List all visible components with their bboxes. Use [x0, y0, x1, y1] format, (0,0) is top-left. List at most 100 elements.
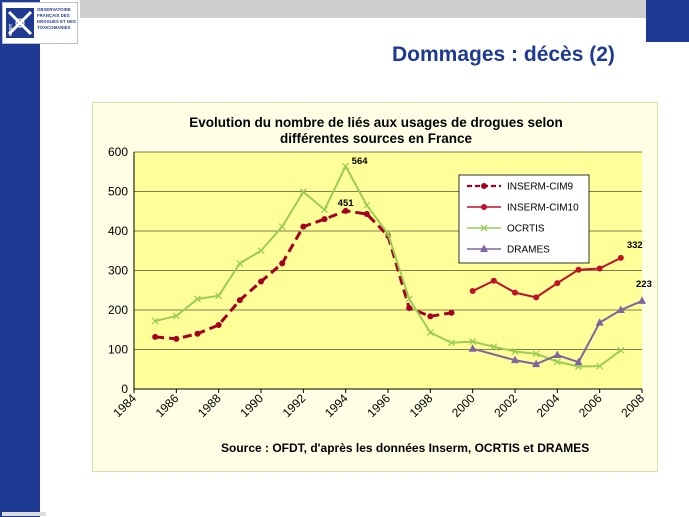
point-drames-2004	[553, 350, 562, 359]
series-inserm-cim10	[469, 254, 624, 301]
point-drames-2002	[511, 355, 519, 364]
legend-marker-drames	[480, 244, 488, 252]
y-tick-label-400: 400	[108, 224, 128, 238]
point-ocrtis-1993-b	[321, 206, 328, 214]
ofdt-logo-mark: OFDT	[6, 8, 34, 38]
series-inserm-cim9	[152, 207, 455, 342]
y-tick-label-500: 500	[108, 185, 128, 199]
legend-label-drames: DRAMES	[507, 245, 550, 256]
y-tick-label-200: 200	[108, 303, 128, 317]
point-ocrtis-2001	[490, 343, 498, 351]
point-ocrtis-1994-b	[342, 162, 350, 170]
point-ocrtis-1998	[426, 329, 434, 336]
x-tick-label-2008: 2008	[618, 391, 647, 420]
y-tick-label-100: 100	[108, 343, 128, 357]
point-inserm-cim9-1986	[173, 335, 180, 342]
point-inserm-cim9-1999	[448, 309, 455, 316]
point-ocrtis-2004	[553, 358, 561, 366]
point-ocrtis-1994	[342, 162, 350, 170]
point-ocrtis-1997	[405, 295, 413, 303]
point-inserm-cim9-1997	[406, 305, 413, 312]
point-inserm-cim9-1993	[321, 216, 328, 223]
ofdt-logo-icon: OFDT	[6, 8, 34, 38]
point-drames-2008	[638, 296, 646, 304]
data-label-332: 332	[627, 240, 643, 251]
point-ocrtis-2003	[532, 350, 540, 358]
legend-marker-ocrtis	[480, 224, 488, 232]
point-inserm-cim9-1985	[152, 333, 159, 340]
point-inserm-cim10-2000	[469, 288, 476, 295]
ofdt-logo-initials: OFDT	[8, 24, 13, 36]
chart-frame: Evolution du nombre de liés aux usages d…	[92, 102, 658, 472]
x-tick-label-1990: 1990	[237, 391, 266, 420]
footer-mark	[2, 512, 46, 516]
x-tick-label-1988: 1988	[195, 391, 224, 420]
point-ocrtis-2001-b	[490, 343, 498, 351]
point-ocrtis-2004-b	[553, 358, 561, 366]
point-ocrtis-2003-b	[532, 350, 540, 358]
legend-entry-drames: DRAMES	[467, 244, 550, 256]
x-tick-label-2006: 2006	[576, 391, 605, 420]
point-ocrtis-1986-b	[172, 312, 180, 320]
x-tick-label-2000: 2000	[449, 391, 478, 420]
slide-title: Dommages : décès (2)	[392, 43, 615, 66]
x-tick-label-2004: 2004	[534, 391, 563, 420]
left-brand-band	[0, 0, 40, 517]
x-tick-label-1992: 1992	[280, 391, 309, 420]
line-chart: Evolution du nombre de liés aux usages d…	[108, 115, 652, 455]
ofdt-logo: OFDT OBSERVATOIRE FRANÇAIS DES DROGUES E…	[2, 2, 78, 44]
point-ocrtis-1990-b	[257, 247, 265, 255]
point-ocrtis-2007	[617, 346, 625, 354]
point-ocrtis-1988	[215, 292, 223, 300]
point-ocrtis-1987	[194, 295, 201, 303]
point-drames-2005	[574, 357, 583, 366]
point-inserm-cim9-1995	[363, 211, 370, 218]
point-ocrtis-1999	[448, 339, 455, 347]
point-ocrtis-2006-b	[596, 362, 604, 370]
data-label-451: 451	[338, 198, 355, 209]
point-inserm-cim10-2007	[617, 254, 624, 261]
top-grey-band	[80, 0, 660, 18]
point-ocrtis-2006	[596, 362, 604, 370]
point-inserm-cim9-1998	[427, 313, 434, 320]
point-inserm-cim10-2005	[575, 266, 582, 273]
data-label-564: 564	[352, 156, 369, 167]
legend-label-inserm-cim9: INSERM-CIM9	[507, 182, 574, 193]
point-inserm-cim9-1994	[342, 207, 349, 214]
top-right-brand-block	[646, 0, 689, 42]
chart-title-line-1: Evolution du nombre de liés aux usages d…	[189, 115, 563, 130]
ofdt-logo-name: OBSERVATOIRE FRANÇAIS DES DROGUES ET DES…	[37, 7, 76, 30]
x-tick-label-1994: 1994	[322, 391, 351, 420]
data-label-223: 223	[636, 279, 652, 290]
x-tick-label-1998: 1998	[407, 391, 436, 420]
point-ocrtis-1990	[257, 247, 265, 255]
point-ocrtis-2000-b	[469, 338, 477, 346]
x-tick-label-1984: 1984	[110, 391, 139, 420]
point-inserm-cim10-2002	[512, 289, 518, 296]
point-ocrtis-1989	[236, 259, 244, 267]
point-ocrtis-1989-b	[236, 259, 244, 267]
point-ocrtis-1995	[363, 201, 371, 209]
legend-entry-inserm-cim10: INSERM-CIM10	[467, 203, 579, 214]
point-ocrtis-1991	[278, 223, 286, 231]
point-drames-2006	[595, 318, 604, 326]
point-ocrtis-2002-b	[511, 348, 519, 355]
series-ocrtis	[151, 162, 625, 370]
point-inserm-cim10-2001	[490, 277, 497, 284]
point-ocrtis-2007-b	[617, 346, 625, 354]
legend-marker-ocrtis-b	[480, 224, 488, 232]
legend-entry-ocrtis: OCRTIS	[467, 224, 545, 235]
point-inserm-cim9-1989	[236, 297, 243, 304]
point-inserm-cim10-2004	[554, 280, 561, 287]
x-tick-label-1996: 1996	[364, 391, 393, 420]
point-ocrtis-1996	[384, 230, 392, 238]
point-inserm-cim9-1988	[215, 322, 222, 329]
point-ocrtis-1987-b	[194, 295, 201, 303]
point-drames-2000	[468, 344, 477, 352]
point-inserm-cim9-1992	[300, 223, 307, 230]
legend-marker-inserm-cim9	[481, 183, 487, 189]
legend-label-inserm-cim10: INSERM-CIM10	[507, 203, 579, 214]
point-ocrtis-1985-b	[151, 317, 159, 325]
y-tick-label-600: 600	[108, 145, 128, 159]
point-drames-2003	[532, 359, 541, 368]
